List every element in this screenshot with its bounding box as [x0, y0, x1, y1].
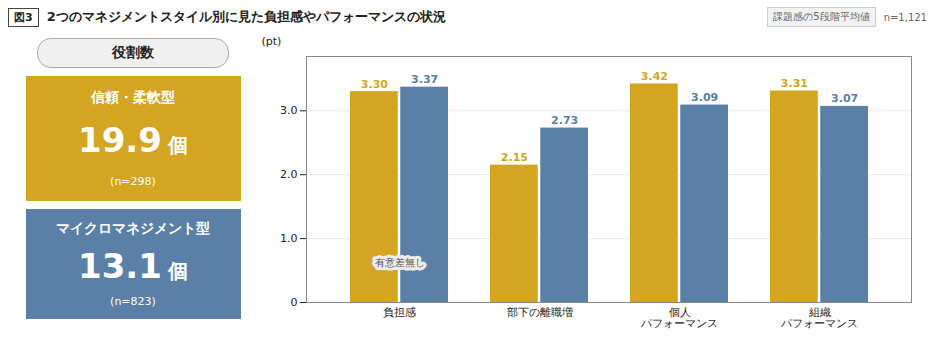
svg-text:(pt): (pt)	[262, 35, 282, 48]
svg-text:2.15: 2.15	[501, 151, 528, 164]
svg-text:3.42: 3.42	[641, 70, 668, 83]
html-text:マイクロマネジメント型: マイクロマネジメント型	[56, 219, 210, 236]
html-text:役割数: 役割数	[112, 44, 154, 60]
svg-text:3.07: 3.07	[831, 92, 858, 105]
html-text:課題感の5段階平均値: 課題感の5段階平均値	[773, 11, 870, 22]
html-text:13.1個: 13.1個	[78, 245, 188, 286]
svg-text:3.0: 3.0	[280, 104, 298, 117]
html-text:図3: 図3	[14, 10, 33, 24]
html-text:n=1,121: n=1,121	[883, 11, 927, 23]
svg-text:2.0: 2.0	[280, 168, 298, 181]
html-text:2つのマネジメントスタイル別に見た負担感やパフォーマンスの状: 2つのマネジメントスタイル別に見た負担感やパフォーマンスの状況	[46, 9, 446, 24]
svg-text:3.09: 3.09	[691, 91, 718, 104]
html-text:(n=823): (n=823)	[110, 295, 156, 308]
html-text:信頼・柔軟型: 信頼・柔軟型	[91, 89, 175, 106]
svg-text:1.0: 1.0	[280, 232, 298, 245]
html-text:(n=298): (n=298)	[110, 174, 156, 188]
svg-text:個人パフォーマンス: 個人パフォーマンス	[640, 306, 718, 330]
svg-text:0: 0	[291, 296, 298, 309]
svg-text:3.31: 3.31	[781, 77, 808, 90]
svg-text:負担感: 負担感	[383, 306, 416, 319]
svg-text:3.37: 3.37	[411, 73, 438, 86]
svg-text:3.30: 3.30	[361, 78, 388, 91]
html-text:19.9個: 19.9個	[78, 120, 188, 161]
svg-text:2.73: 2.73	[551, 114, 578, 127]
svg-text:部下の離職増: 部下の離職増	[507, 306, 573, 319]
svg-text:有意差無し: 有意差無し	[375, 257, 425, 268]
svg-text:組織パフォーマンス: 組織パフォーマンス	[780, 306, 858, 330]
